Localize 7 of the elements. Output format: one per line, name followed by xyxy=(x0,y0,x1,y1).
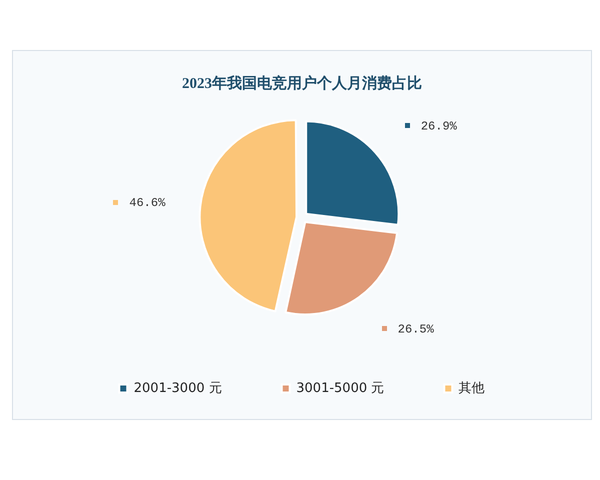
data-label: 46.6% xyxy=(129,196,166,210)
legend-label: 其他 xyxy=(458,380,485,396)
legend-label: 3001-5000 元 xyxy=(296,380,384,396)
chart-title: 2023年我国电竞用户个人月消费占比 xyxy=(182,74,422,92)
data-label: 26.9% xyxy=(420,119,458,134)
data-label: 26.5% xyxy=(398,322,435,337)
legend-label: 2001-3000 元 xyxy=(134,380,222,396)
